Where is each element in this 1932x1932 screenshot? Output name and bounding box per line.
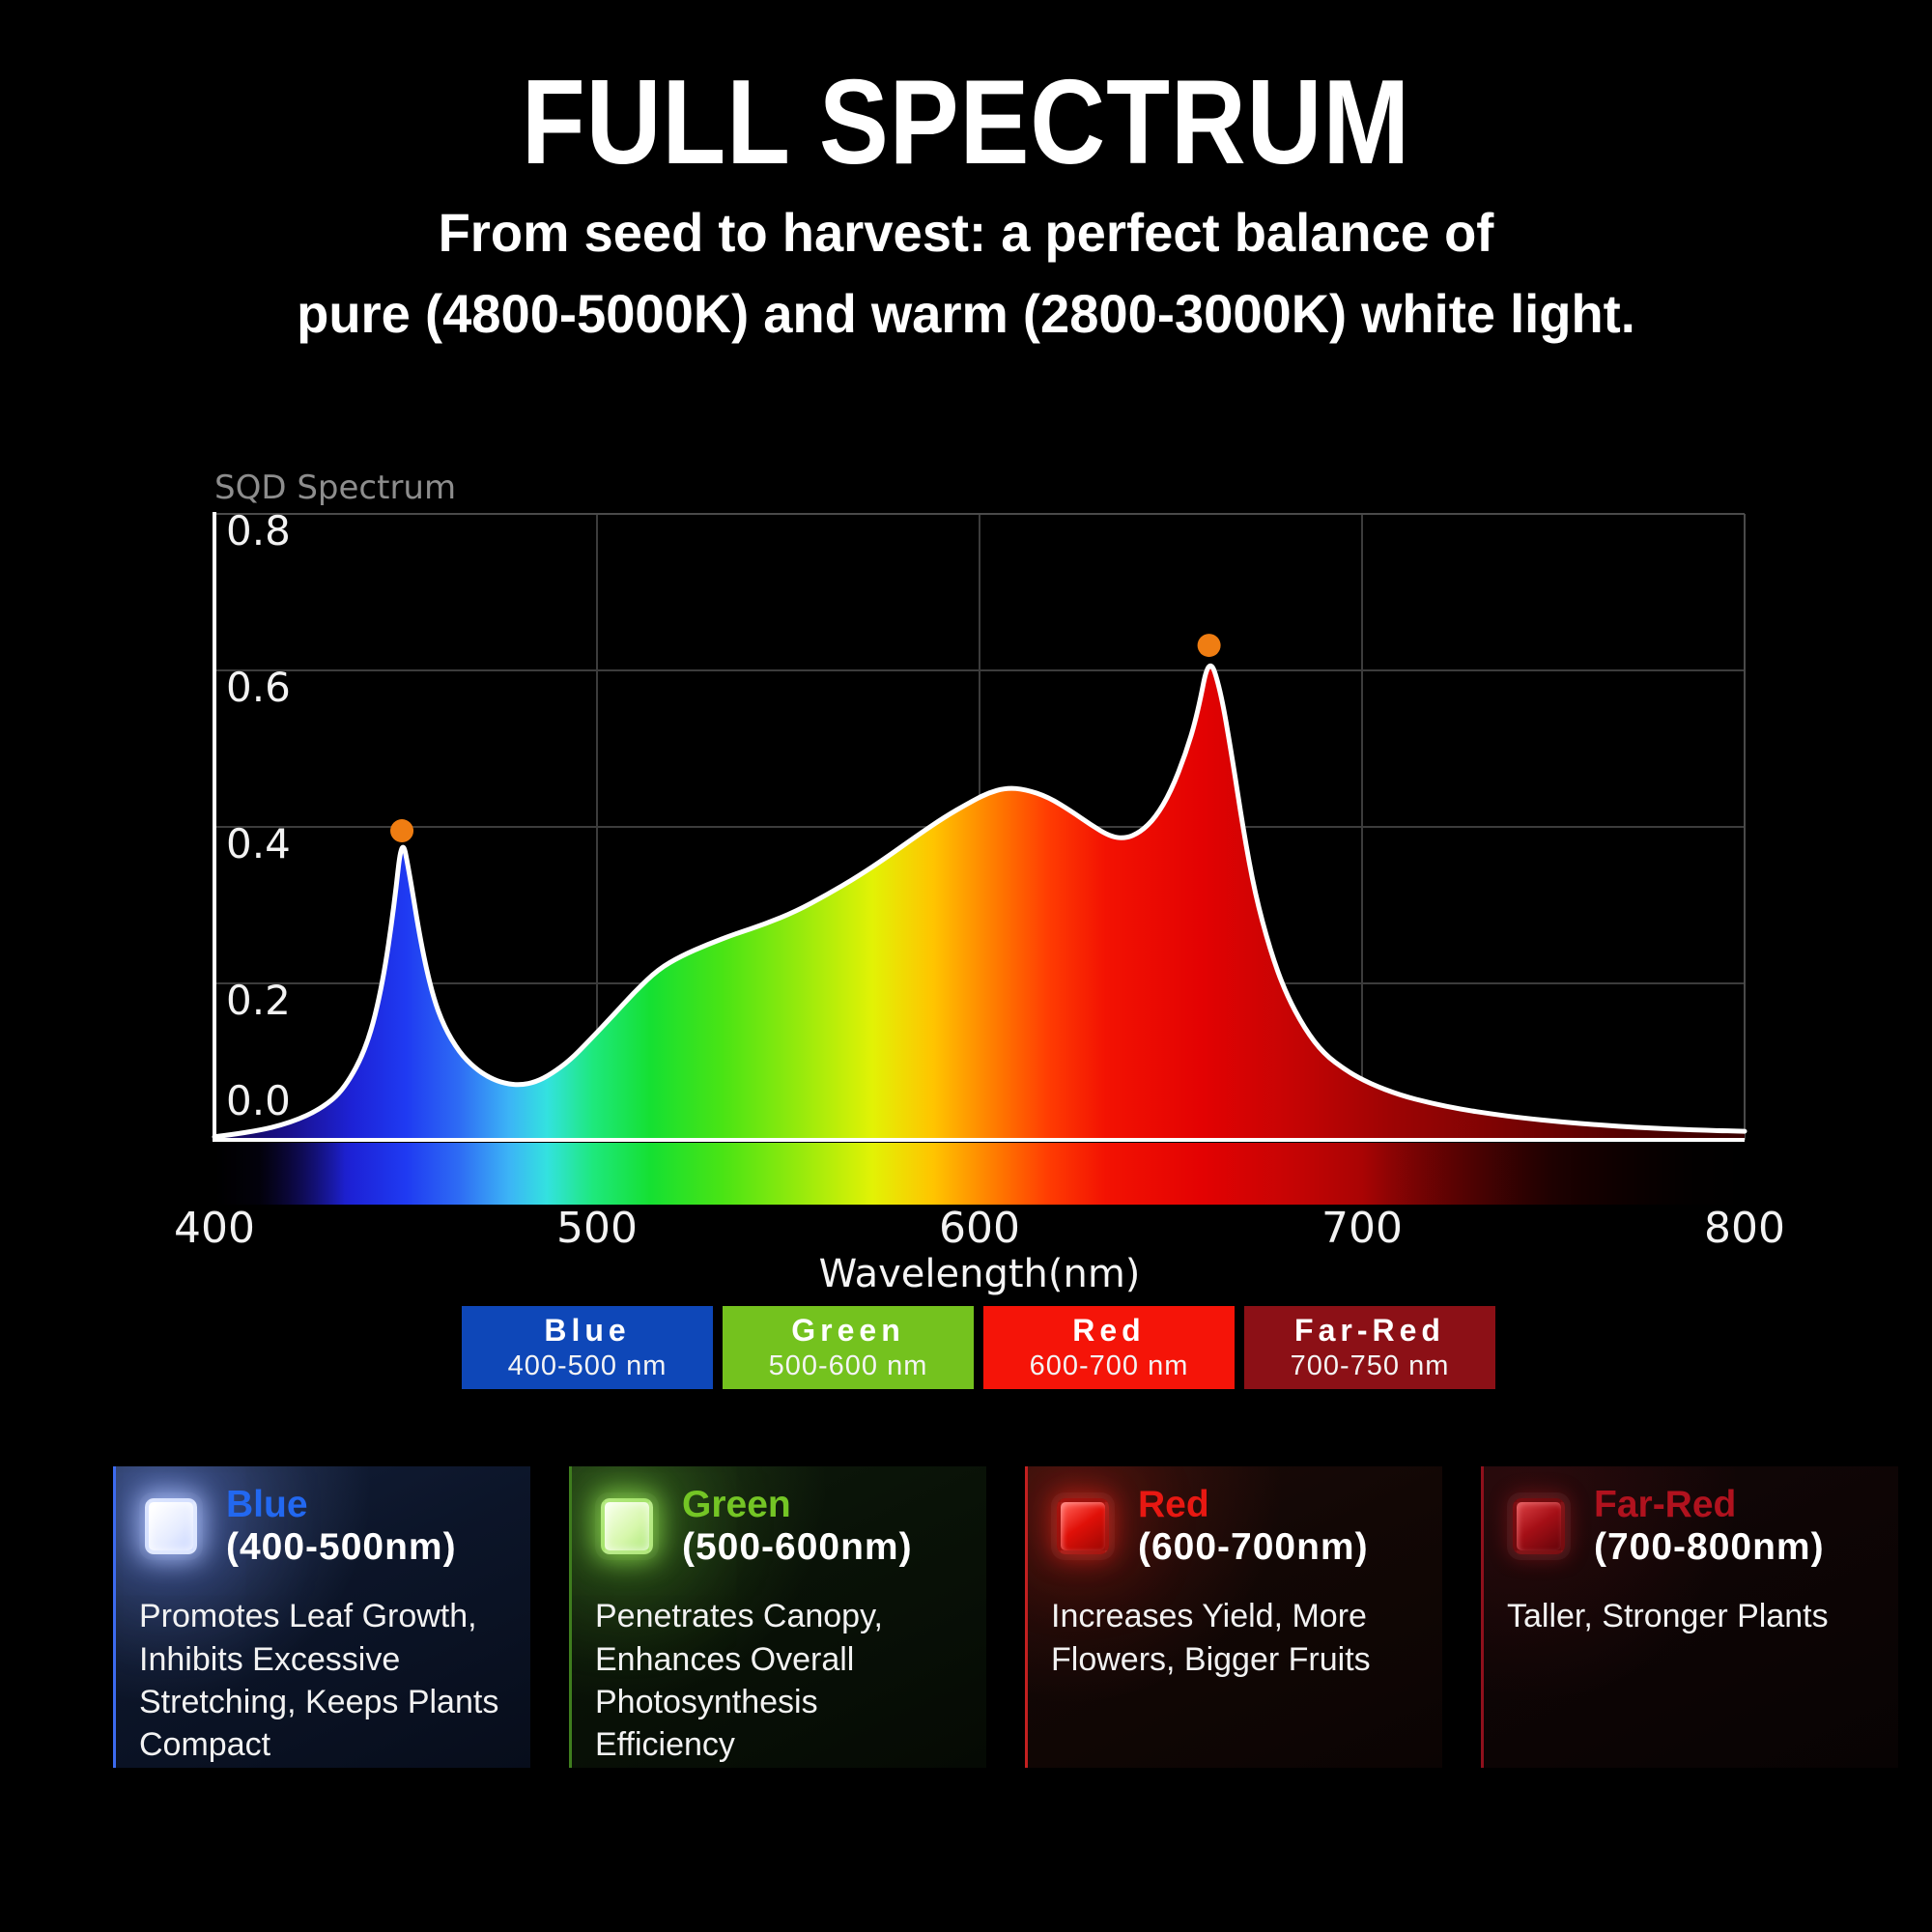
card-title-range: (500-600nm) xyxy=(682,1525,913,1568)
legend-item-blue: Blue 400-500 nm xyxy=(462,1306,713,1389)
card-header: Far-Red (700-800nm) xyxy=(1507,1484,1875,1568)
card-title-name: Blue xyxy=(226,1484,308,1525)
card-header: Red (600-700nm) xyxy=(1051,1484,1419,1568)
card-title-range: (600-700nm) xyxy=(1138,1525,1369,1568)
y-tick-label: 0.8 xyxy=(226,507,291,554)
peak-marker xyxy=(1197,634,1221,658)
y-tick-label: 0.0 xyxy=(226,1077,291,1124)
info-card-blue: Blue (400-500nm) Promotes Leaf Growth, I… xyxy=(113,1466,530,1768)
x-tick-label: 400 xyxy=(174,1204,255,1253)
card-title-range: (400-500nm) xyxy=(226,1525,457,1568)
colorbar-fade-right xyxy=(1362,1143,1745,1205)
subtitle-line-1: From seed to harvest: a perfect balance … xyxy=(438,202,1494,264)
card-title-name: Red xyxy=(1138,1484,1209,1525)
peak-marker xyxy=(390,819,414,843)
card-title: Red (600-700nm) xyxy=(1138,1484,1369,1568)
x-tick-label: 700 xyxy=(1321,1204,1403,1253)
legend-range: 500-600 nm xyxy=(768,1350,928,1381)
legend-label: Green xyxy=(791,1313,905,1348)
spectrum-area xyxy=(214,666,1745,1140)
chart-title: SQD Spectrum xyxy=(214,469,456,507)
card-title: Green (500-600nm) xyxy=(682,1484,913,1568)
legend-label: Blue xyxy=(544,1313,631,1348)
page-title: FULL SPECTRUM xyxy=(521,56,1411,189)
spectrum-info-cards: Blue (400-500nm) Promotes Leaf Growth, I… xyxy=(113,1466,1898,1768)
x-axis-title: Wavelength(nm) xyxy=(819,1252,1141,1296)
led-icon-far-red xyxy=(1507,1492,1571,1560)
card-title-name: Far-Red xyxy=(1594,1484,1737,1525)
card-title-name: Green xyxy=(682,1484,791,1525)
colorbar-fade-left xyxy=(214,1143,345,1205)
legend-range: 600-700 nm xyxy=(1029,1350,1189,1381)
legend-item-far-red: Far-Red 700-750 nm xyxy=(1244,1306,1495,1389)
x-tick-label: 800 xyxy=(1704,1204,1785,1253)
legend-range: 400-500 nm xyxy=(507,1350,668,1381)
info-card-far-red: Far-Red (700-800nm) Taller, Stronger Pla… xyxy=(1481,1466,1898,1768)
legend-item-green: Green 500-600 nm xyxy=(723,1306,974,1389)
spectrum-legend: Blue 400-500 nm Green 500-600 nm Red 600… xyxy=(462,1306,1495,1389)
card-description: Penetrates Canopy, Enhances Overall Phot… xyxy=(595,1598,883,1763)
legend-label: Red xyxy=(1072,1313,1146,1348)
card-description: Taller, Stronger Plants xyxy=(1507,1598,1829,1635)
x-tick-label: 600 xyxy=(939,1204,1020,1253)
led-icon-red xyxy=(1051,1492,1115,1560)
info-card-red: Red (600-700nm) Increases Yield, More Fl… xyxy=(1025,1466,1442,1768)
led-icon-blue xyxy=(139,1492,203,1560)
legend-label: Far-Red xyxy=(1294,1313,1445,1348)
y-tick-label: 0.4 xyxy=(226,820,291,867)
card-title: Blue (400-500nm) xyxy=(226,1484,457,1568)
subtitle-line-2: pure (4800-5000K) and warm (2800-3000K) … xyxy=(297,283,1635,345)
card-title-range: (700-800nm) xyxy=(1594,1525,1825,1568)
x-tick-label: 500 xyxy=(556,1204,638,1253)
card-description: Increases Yield, More Flowers, Bigger Fr… xyxy=(1051,1598,1371,1678)
card-description: Promotes Leaf Growth, Inhibits Excessive… xyxy=(139,1598,499,1763)
led-icon-green xyxy=(595,1492,659,1560)
legend-range: 700-750 nm xyxy=(1290,1350,1450,1381)
card-title: Far-Red (700-800nm) xyxy=(1594,1484,1825,1568)
spectrum-curve xyxy=(212,663,1747,1140)
legend-item-red: Red 600-700 nm xyxy=(983,1306,1235,1389)
card-header: Green (500-600nm) xyxy=(595,1484,963,1568)
header: FULL SPECTRUM From seed to harvest: a pe… xyxy=(0,60,1932,348)
y-tick-label: 0.2 xyxy=(226,977,291,1024)
y-tick-label: 0.6 xyxy=(226,664,291,711)
info-card-green: Green (500-600nm) Penetrates Canopy, Enh… xyxy=(569,1466,986,1768)
card-header: Blue (400-500nm) xyxy=(139,1484,507,1568)
